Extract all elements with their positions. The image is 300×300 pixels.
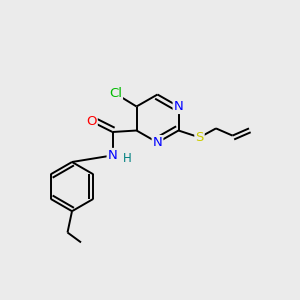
Text: N: N	[153, 136, 162, 149]
Text: H: H	[123, 152, 132, 165]
Text: N: N	[108, 149, 117, 162]
Text: O: O	[86, 115, 97, 128]
Text: N: N	[174, 100, 183, 113]
Text: Cl: Cl	[109, 87, 122, 100]
Text: S: S	[195, 131, 204, 144]
